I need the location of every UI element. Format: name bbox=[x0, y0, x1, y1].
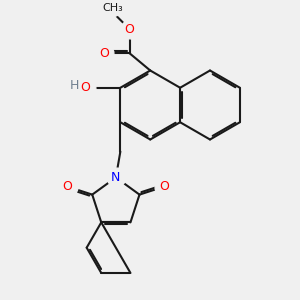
Text: O: O bbox=[159, 180, 169, 193]
Text: O: O bbox=[63, 180, 73, 193]
Text: O: O bbox=[99, 47, 109, 60]
Text: O: O bbox=[81, 81, 91, 94]
Text: O: O bbox=[124, 22, 134, 36]
Text: CH₃: CH₃ bbox=[102, 3, 123, 13]
Text: H: H bbox=[70, 79, 79, 92]
Text: N: N bbox=[111, 171, 121, 184]
